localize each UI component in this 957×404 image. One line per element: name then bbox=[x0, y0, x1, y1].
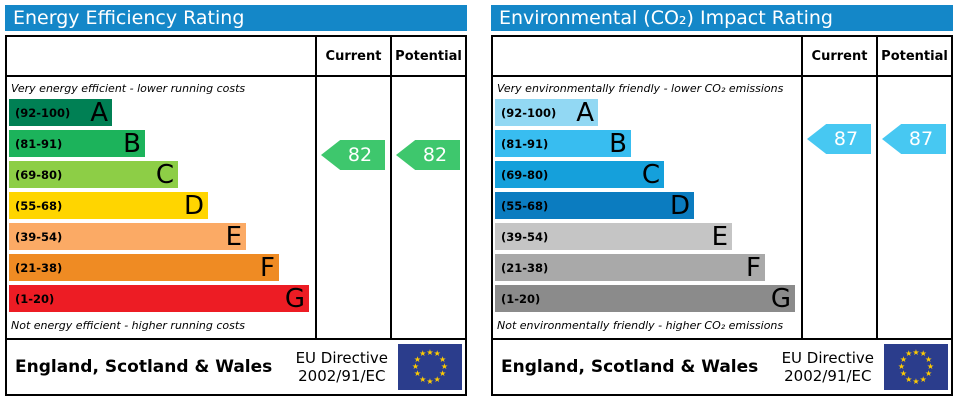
band-range-label: (81-91) bbox=[501, 136, 549, 151]
band-letter: B bbox=[123, 128, 141, 159]
energy-potential-column-header: Potential bbox=[390, 37, 465, 75]
band-range-label: (81-91) bbox=[15, 136, 63, 151]
energy-band-g: (1-20) G bbox=[9, 285, 309, 312]
energy-current-column-header: Current bbox=[315, 37, 390, 75]
band-range-label: (21-38) bbox=[15, 260, 63, 275]
co2-band-g: (1-20) G bbox=[495, 285, 795, 312]
band-range-label: (39-54) bbox=[15, 229, 63, 244]
band-letter: A bbox=[576, 97, 594, 128]
eu-directive-label: EU Directive 2002/91/EC bbox=[781, 349, 874, 385]
energy-current-arrow: 82 bbox=[321, 140, 385, 170]
band-range-label: (92-100) bbox=[15, 105, 71, 120]
co2-current-value: 87 bbox=[833, 128, 859, 150]
energy-potential-column: 82 bbox=[390, 77, 465, 338]
band-letter: D bbox=[183, 190, 204, 221]
band-letter: E bbox=[711, 221, 728, 252]
region-label: England, Scotland & Wales bbox=[501, 357, 759, 377]
band-letter: G bbox=[284, 283, 305, 314]
band-letter: B bbox=[609, 128, 627, 159]
band-range-label: (55-68) bbox=[15, 198, 63, 213]
energy-band-chart: Very energy efficient - lower running co… bbox=[7, 77, 315, 338]
energy-band-d: (55-68) D bbox=[9, 192, 208, 219]
co2-band-a: (92-100) A bbox=[495, 99, 598, 126]
environmental-impact-panel: Environmental (CO₂) Impact Rating Curren… bbox=[491, 5, 953, 404]
band-letter: G bbox=[770, 283, 791, 314]
energy-bottom-note: Not energy efficient - higher running co… bbox=[11, 319, 245, 332]
co2-band-d: (55-68) D bbox=[495, 192, 694, 219]
co2-band-chart: Very environmentally friendly - lower CO… bbox=[493, 77, 801, 338]
energy-rating-table: Current Potential Very energy efficient … bbox=[5, 35, 467, 396]
co2-current-arrow: 87 bbox=[807, 124, 871, 154]
co2-table-header-row: Current Potential bbox=[493, 37, 951, 77]
co2-band-b: (81-91) B bbox=[495, 130, 631, 157]
band-range-label: (92-100) bbox=[501, 105, 557, 120]
band-range-label: (39-54) bbox=[501, 229, 549, 244]
energy-efficiency-panel: Energy Efficiency Rating Current Potenti… bbox=[5, 5, 467, 404]
energy-table-header-row: Current Potential bbox=[7, 37, 465, 77]
energy-band-e: (39-54) E bbox=[9, 223, 246, 250]
energy-band-f: (21-38) F bbox=[9, 254, 279, 281]
region-label: England, Scotland & Wales bbox=[15, 357, 273, 377]
band-letter: E bbox=[225, 221, 242, 252]
energy-table-body: Very energy efficient - lower running co… bbox=[7, 77, 465, 338]
co2-chart-header-spacer bbox=[493, 37, 801, 75]
energy-current-value: 82 bbox=[347, 144, 373, 166]
co2-band-e: (39-54) E bbox=[495, 223, 732, 250]
co2-rating-table: Current Potential Very environmentally f… bbox=[491, 35, 953, 396]
co2-potential-arrow: 87 bbox=[882, 124, 946, 154]
band-range-label: (1-20) bbox=[501, 291, 541, 306]
co2-table-footer: England, Scotland & Wales EU Directive 2… bbox=[493, 338, 951, 394]
band-range-label: (69-80) bbox=[501, 167, 549, 182]
energy-chart-header-spacer bbox=[7, 37, 315, 75]
co2-current-column-header: Current bbox=[801, 37, 876, 75]
co2-table-body: Very environmentally friendly - lower CO… bbox=[493, 77, 951, 338]
co2-panel-title: Environmental (CO₂) Impact Rating bbox=[491, 5, 953, 31]
energy-current-column: 82 bbox=[315, 77, 390, 338]
co2-potential-value: 87 bbox=[908, 128, 934, 150]
band-range-label: (69-80) bbox=[15, 167, 63, 182]
eu-flag-icon: ★ ★ ★ ★ ★ ★ ★ ★ ★ ★ ★ ★ bbox=[884, 344, 948, 390]
co2-bands: (92-100) A (81-91) B (69-80) C (55-68) bbox=[495, 99, 801, 316]
co2-band-f: (21-38) F bbox=[495, 254, 765, 281]
co2-potential-column-header: Potential bbox=[876, 37, 951, 75]
energy-bands: (92-100) A (81-91) B (69-80) C (55-68) bbox=[9, 99, 315, 316]
energy-band-b: (81-91) B bbox=[9, 130, 145, 157]
co2-band-c: (69-80) C bbox=[495, 161, 664, 188]
eu-flag-icon: ★ ★ ★ ★ ★ ★ ★ ★ ★ ★ ★ ★ bbox=[398, 344, 462, 390]
energy-band-a: (92-100) A bbox=[9, 99, 112, 126]
co2-bottom-note: Not environmentally friendly - higher CO… bbox=[497, 319, 784, 332]
co2-potential-column: 87 bbox=[876, 77, 951, 338]
energy-potential-value: 82 bbox=[422, 144, 448, 166]
energy-band-c: (69-80) C bbox=[9, 161, 178, 188]
band-letter: F bbox=[746, 252, 761, 283]
band-letter: C bbox=[155, 159, 174, 190]
energy-panel-title: Energy Efficiency Rating bbox=[5, 5, 467, 31]
band-letter: C bbox=[641, 159, 660, 190]
band-letter: A bbox=[90, 97, 108, 128]
band-range-label: (21-38) bbox=[501, 260, 549, 275]
band-letter: F bbox=[260, 252, 275, 283]
co2-current-column: 87 bbox=[801, 77, 876, 338]
eu-directive-label: EU Directive 2002/91/EC bbox=[295, 349, 388, 385]
energy-table-footer: England, Scotland & Wales EU Directive 2… bbox=[7, 338, 465, 394]
band-range-label: (55-68) bbox=[501, 198, 549, 213]
co2-top-note: Very environmentally friendly - lower CO… bbox=[497, 82, 784, 95]
energy-top-note: Very energy efficient - lower running co… bbox=[11, 82, 246, 95]
band-range-label: (1-20) bbox=[15, 291, 55, 306]
energy-potential-arrow: 82 bbox=[396, 140, 460, 170]
band-letter: D bbox=[669, 190, 690, 221]
